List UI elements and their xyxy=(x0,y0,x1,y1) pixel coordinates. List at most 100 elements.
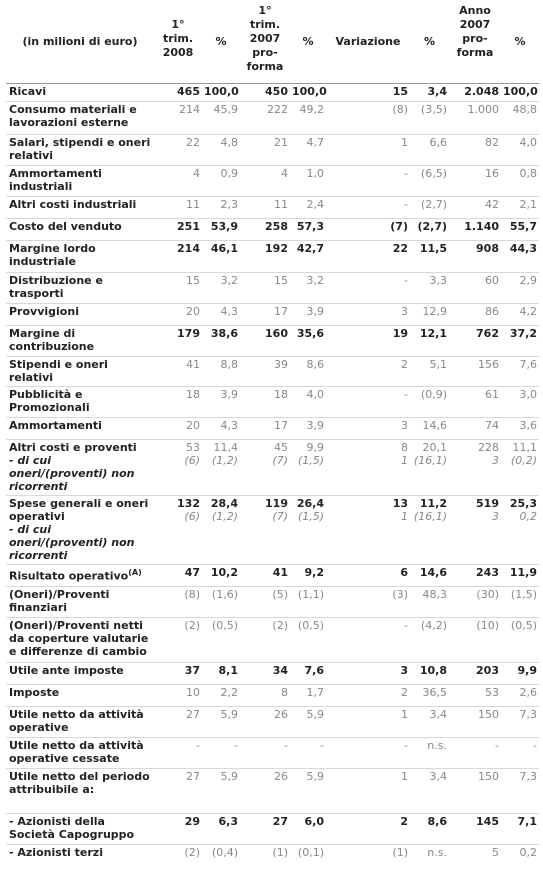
row-label-text: Utile ante imposte xyxy=(9,663,124,677)
row-value: 45,9 xyxy=(202,100,240,134)
table-row: Consumo materiali e lavorazioni esterne 2… xyxy=(6,100,539,134)
row-value-text: (2,7) xyxy=(417,219,447,233)
row-value-text: 258 xyxy=(265,219,288,233)
row-value-text: 5,1 xyxy=(429,357,448,371)
header-pct-4: % xyxy=(514,35,526,48)
row-value-text: 762 xyxy=(476,326,499,340)
row-value-text: (8) xyxy=(392,102,408,116)
row-value: 38,6 xyxy=(202,324,240,356)
row-value-text: 41 xyxy=(186,357,200,371)
row-value-text: (2) xyxy=(184,618,200,632)
row-value-text: (10) xyxy=(476,618,499,632)
row-value-text: 3 xyxy=(401,304,408,318)
row-value-text: 20 xyxy=(186,418,200,432)
row-label-text: Risultato operativo xyxy=(9,569,129,583)
row-value: 8 xyxy=(240,683,290,706)
row-label-text: Costo del venduto xyxy=(9,219,122,233)
row-value: - xyxy=(326,271,410,303)
row-value-text: 10,2 xyxy=(210,565,238,579)
row-value: 3 xyxy=(326,661,410,684)
row-label: Stipendi e oneri relativi xyxy=(6,355,154,386)
row-value: 17 xyxy=(240,416,290,439)
row-value: - xyxy=(326,736,410,768)
row-value: (0,5) xyxy=(501,616,539,662)
row-value: 4,8 xyxy=(202,133,240,165)
row-value: - xyxy=(202,736,240,768)
row-value-text: 150 xyxy=(478,707,499,721)
row-label: (Oneri)/Proventi netti da coperture valu… xyxy=(6,616,154,662)
header-pct-1: % xyxy=(215,35,227,48)
row-value-text: - xyxy=(404,273,408,287)
row-value: (8) xyxy=(154,585,202,617)
row-value-text: - xyxy=(284,738,288,752)
row-value: 7,6 xyxy=(290,661,326,684)
row-value-text: - xyxy=(495,738,499,752)
row-value-text: 5,9 xyxy=(306,707,325,721)
row-label-text: Altri costi e proventi xyxy=(9,440,137,454)
row-value-text: (0,1) xyxy=(297,845,324,859)
row-value-text: (3,5) xyxy=(420,102,447,116)
row-value: 156 xyxy=(449,355,501,386)
row-value-text: 2,1 xyxy=(519,197,538,211)
row-label-text: Ricavi xyxy=(9,84,47,98)
row-value: (3) xyxy=(326,585,410,617)
row-label-text: Stipendi e oneri relativi xyxy=(9,357,108,384)
table-row: Salari, stipendi e oneri relativi 22 4,8 21… xyxy=(6,133,539,165)
row-value: - xyxy=(326,385,410,417)
row-value-text: (5) xyxy=(272,587,288,601)
table-row: Distribuzione e trasporti 15 3,2 15 3,2 - 3,3 6… xyxy=(6,271,539,303)
row-subvalue-text: 1 xyxy=(401,509,408,523)
row-value: - xyxy=(290,736,326,768)
header-q1-2007: 1° trim. 2007 pro-forma xyxy=(246,4,284,73)
row-value: 20 xyxy=(154,416,202,439)
row-value: 47 xyxy=(154,563,202,586)
row-value-text: 243 xyxy=(476,565,499,579)
row-value: 150 xyxy=(449,767,501,813)
row-value: 48,3 xyxy=(410,585,449,617)
row-value: 2,9 xyxy=(501,271,539,303)
table-row: Provvigioni 20 4,3 17 3,9 3 12,9 86 4,2 xyxy=(6,302,539,325)
header-pct-2: % xyxy=(302,35,314,48)
row-value-text: 6,0 xyxy=(304,814,325,828)
row-value-text: 145 xyxy=(476,814,499,828)
row-value: 27 xyxy=(154,767,202,813)
table-row: Stipendi e oneri relativi 41 8,8 39 8,6 2 5,1 1… xyxy=(6,355,539,386)
row-value: 8,1 xyxy=(202,661,240,684)
row-value: 119 (7) xyxy=(240,494,290,564)
row-value: 3,9 xyxy=(290,416,326,439)
row-label-text: - Azionisti terzi xyxy=(9,845,103,859)
row-value: (1) xyxy=(240,843,290,866)
row-value: 7,3 xyxy=(501,767,539,813)
row-value: (6,5) xyxy=(410,164,449,196)
row-label: Margine di contribuzione xyxy=(6,324,154,356)
row-value: 86 xyxy=(449,302,501,325)
row-value-text: 11 xyxy=(274,197,288,211)
row-value-text: (3) xyxy=(392,587,408,601)
row-value-text: 3,3 xyxy=(429,273,448,287)
row-value-text: 100,0 xyxy=(503,84,538,98)
table-row: Ricavi 465 100,0 450 100,0 15 3,4 2.048 100,0 xyxy=(6,82,539,101)
row-value-text: 9,9 xyxy=(306,440,325,454)
row-value: 16 xyxy=(449,164,501,196)
row-value: (2,7) xyxy=(410,195,449,218)
row-value-text: 8,6 xyxy=(306,357,325,371)
table-body: Ricavi 465 100,0 450 100,0 15 3,4 2.048 100,0 Con… xyxy=(6,82,539,866)
row-value: 3,4 xyxy=(410,705,449,737)
row-value-text: 6,3 xyxy=(218,814,239,828)
row-value: (1,5) xyxy=(501,585,539,617)
row-value: 4,7 xyxy=(290,133,326,165)
header-row: (in milioni di euro) 1° trim. 2008 % 1° … xyxy=(6,0,539,83)
row-value: 258 xyxy=(240,217,290,240)
row-value: 41 xyxy=(240,563,290,586)
row-value-text: 10,8 xyxy=(419,663,447,677)
table-row: Pubblicità e Promozionali 18 3,9 18 4,0 - (0,9… xyxy=(6,385,539,417)
row-value: 11,4 (1,2) xyxy=(202,438,240,495)
table-row: Altri costi e proventi - di cui oneri/(pr… xyxy=(6,438,539,495)
row-value: 4,0 xyxy=(501,133,539,165)
row-value: 35,6 xyxy=(290,324,326,356)
row-value-text: 6,6 xyxy=(429,135,448,149)
table-row: Utile netto da attività operative 27 5,9 26… xyxy=(6,705,539,737)
row-value-text: 1.000 xyxy=(467,102,500,116)
row-value-text: 37,2 xyxy=(509,326,537,340)
row-value-text: 3,4 xyxy=(427,84,448,98)
